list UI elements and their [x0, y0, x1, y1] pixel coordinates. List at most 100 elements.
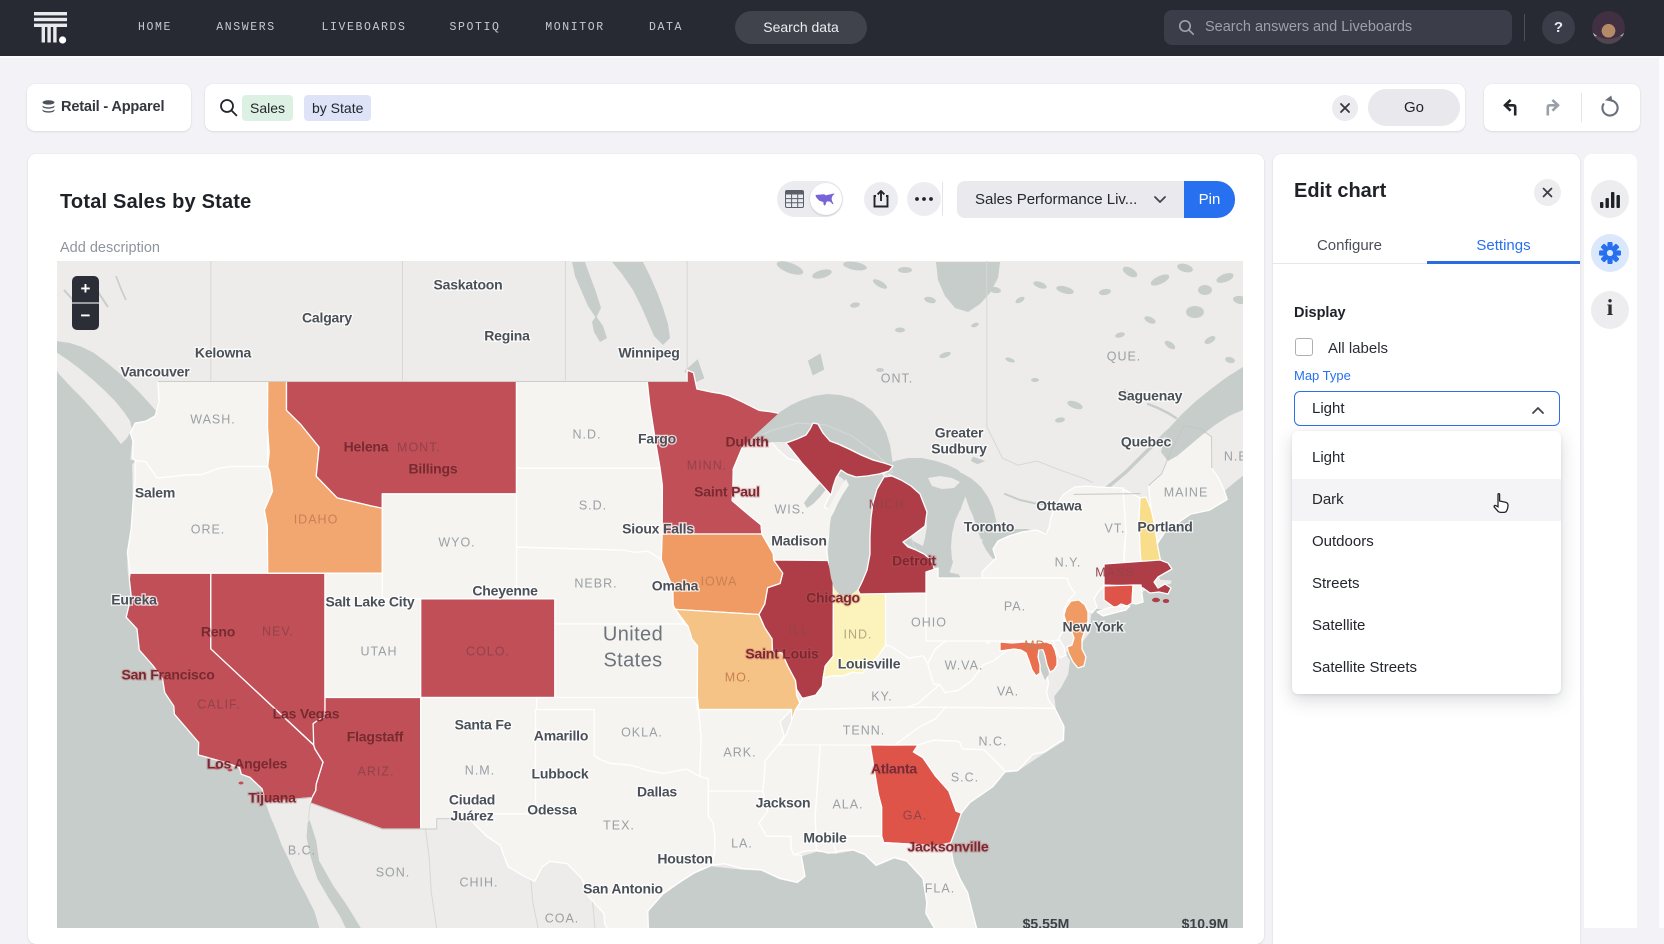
svg-text:MASS: MASS [1095, 565, 1134, 579]
svg-text:MD: MD [1024, 638, 1045, 652]
svg-text:KY.: KY. [871, 689, 893, 703]
svg-text:CHIH.: CHIH. [459, 875, 498, 889]
svg-text:WIS.: WIS. [774, 502, 805, 516]
svg-text:Reno: Reno [201, 624, 235, 640]
svg-text:Chicago: Chicago [806, 590, 860, 606]
svg-text:Winnipeg: Winnipeg [618, 345, 679, 361]
svg-text:Saskatoon: Saskatoon [434, 277, 503, 293]
svg-text:Sioux Falls: Sioux Falls [622, 521, 694, 537]
svg-text:TEX.: TEX. [603, 818, 635, 832]
svg-text:Quebec: Quebec [1121, 434, 1172, 450]
svg-text:States: States [603, 649, 662, 671]
svg-text:Calgary: Calgary [302, 310, 352, 326]
svg-text:Lubbock: Lubbock [532, 766, 589, 782]
svg-text:OHIO: OHIO [911, 615, 947, 629]
svg-text:N.B.: N.B. [1224, 449, 1243, 463]
svg-text:ARIZ.: ARIZ. [358, 764, 395, 778]
svg-text:ARK.: ARK. [723, 745, 756, 759]
svg-text:FLA.: FLA. [925, 881, 955, 895]
svg-text:S.D.: S.D. [579, 498, 607, 512]
svg-text:Detroit: Detroit [892, 553, 936, 569]
svg-text:Tijuana: Tijuana [248, 790, 296, 806]
svg-text:N.M.: N.M. [465, 763, 495, 777]
svg-text:Jacksonville: Jacksonville [908, 839, 989, 855]
svg-text:Madison: Madison [771, 533, 826, 549]
svg-text:Greater: Greater [935, 425, 984, 441]
svg-text:COA.: COA. [545, 911, 580, 925]
svg-text:Kelowna: Kelowna [195, 345, 252, 361]
svg-text:Sudbury: Sudbury [931, 441, 987, 457]
svg-text:VA.: VA. [997, 684, 1019, 698]
svg-text:MICH.: MICH. [869, 497, 909, 511]
svg-text:New York: New York [1063, 619, 1124, 635]
svg-text:United: United [603, 623, 663, 645]
svg-text:Los Angeles: Los Angeles [207, 756, 288, 772]
svg-text:Vancouver: Vancouver [120, 364, 190, 380]
svg-text:Louisville: Louisville [838, 656, 901, 672]
svg-text:Dallas: Dallas [637, 784, 677, 800]
svg-text:WASH.: WASH. [190, 412, 236, 426]
svg-text:Salem: Salem [135, 485, 175, 501]
svg-text:Flagstaff: Flagstaff [347, 729, 404, 745]
svg-text:Billings: Billings [409, 461, 458, 477]
svg-text:Salt Lake City: Salt Lake City [325, 594, 414, 610]
svg-text:IDAHO: IDAHO [294, 512, 339, 526]
svg-text:NEBR.: NEBR. [574, 576, 617, 590]
svg-text:SON.: SON. [376, 865, 411, 879]
svg-text:ONT.: ONT. [881, 371, 913, 385]
svg-text:San Francisco: San Francisco [121, 667, 214, 683]
svg-text:Houston: Houston [657, 851, 712, 867]
svg-text:Ottawa: Ottawa [1036, 498, 1082, 514]
svg-text:WYO.: WYO. [438, 535, 475, 549]
svg-text:San Antonio: San Antonio [583, 881, 663, 897]
svg-text:Jackson: Jackson [756, 795, 811, 811]
svg-text:N.Y.: N.Y. [1055, 555, 1082, 569]
svg-text:Mobile: Mobile [803, 830, 847, 846]
svg-text:Duluth: Duluth [725, 434, 768, 450]
svg-text:CALIF.: CALIF. [197, 697, 241, 711]
svg-text:Las Vegas: Las Vegas [273, 706, 340, 722]
svg-text:MINN.: MINN. [687, 458, 727, 472]
svg-text:PA.: PA. [1004, 599, 1026, 613]
svg-text:ILL.: ILL. [789, 623, 814, 637]
svg-text:Saguenay: Saguenay [1118, 388, 1183, 404]
svg-text:Eureka: Eureka [111, 592, 157, 608]
svg-text:MONT.: MONT. [397, 440, 441, 454]
svg-text:Ciudad: Ciudad [449, 792, 495, 808]
svg-text:N.D.: N.D. [573, 427, 602, 441]
svg-text:B.C.: B.C. [288, 843, 316, 857]
svg-text:W.VA.: W.VA. [945, 658, 984, 672]
svg-text:IOWA: IOWA [701, 574, 738, 588]
svg-text:NEV.: NEV. [262, 624, 294, 638]
svg-text:VT.: VT. [1104, 521, 1125, 535]
svg-text:Juárez: Juárez [450, 808, 493, 824]
svg-text:Amarillo: Amarillo [534, 728, 588, 744]
svg-text:Saint Louis: Saint Louis [745, 646, 819, 662]
svg-text:Santa Fe: Santa Fe [455, 717, 512, 733]
svg-text:Fargo: Fargo [638, 431, 676, 447]
svg-text:Atlanta: Atlanta [871, 761, 917, 777]
svg-text:COLO.: COLO. [466, 644, 510, 658]
svg-text:GA.: GA. [903, 808, 928, 822]
svg-text:S.C.: S.C. [951, 770, 979, 784]
svg-text:ALA.: ALA. [832, 797, 863, 811]
svg-text:Odessa: Odessa [527, 802, 577, 818]
svg-text:$5.55M: $5.55M [1023, 916, 1070, 928]
svg-text:Saint Paul: Saint Paul [694, 484, 760, 500]
svg-text:IND.: IND. [844, 627, 873, 641]
svg-text:ORE.: ORE. [191, 522, 226, 536]
svg-text:UTAH: UTAH [360, 644, 397, 658]
svg-text:OKLA.: OKLA. [621, 725, 663, 739]
svg-text:QUE.: QUE. [1107, 349, 1142, 363]
svg-text:Portland: Portland [1137, 519, 1192, 535]
svg-text:Helena: Helena [344, 439, 389, 455]
svg-text:TENN.: TENN. [843, 723, 886, 737]
svg-text:Regina: Regina [484, 328, 530, 344]
svg-text:$10.9M: $10.9M [1182, 916, 1229, 928]
svg-text:MO.: MO. [725, 670, 752, 684]
svg-text:MAINE: MAINE [1164, 485, 1209, 499]
svg-text:Omaha: Omaha [652, 578, 699, 594]
svg-text:N.C.: N.C. [979, 734, 1008, 748]
svg-text:LA.: LA. [731, 836, 753, 850]
svg-text:Cheyenne: Cheyenne [472, 583, 538, 599]
